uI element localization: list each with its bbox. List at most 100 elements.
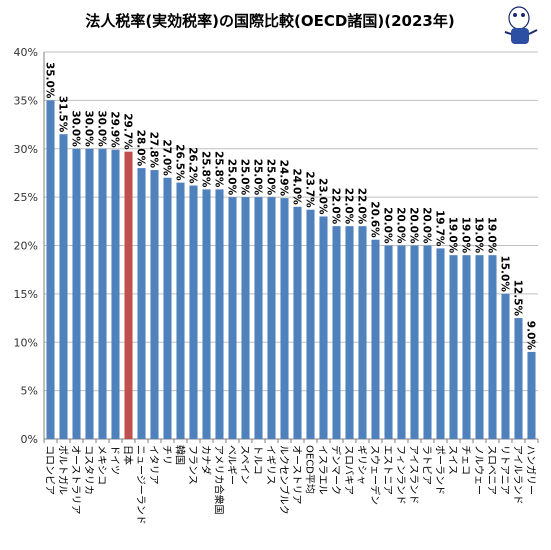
value-label: 30.0% xyxy=(96,110,108,147)
category-label: ベルギー xyxy=(226,445,238,485)
category-label: フィンランド xyxy=(395,445,407,505)
category-label: OECD平均 xyxy=(304,445,316,494)
bar xyxy=(384,245,393,439)
y-tick-label: 0% xyxy=(21,433,38,446)
value-label: 20.6% xyxy=(369,201,381,238)
bar xyxy=(345,226,354,439)
category-label: スウェーデン xyxy=(369,445,382,505)
bar xyxy=(189,185,198,439)
bar xyxy=(371,239,380,439)
value-label: 31.5% xyxy=(57,96,69,133)
value-label: 19.7% xyxy=(434,210,446,247)
bar xyxy=(46,100,55,439)
value-label: 25.0% xyxy=(239,159,251,196)
value-label: 25.8% xyxy=(213,151,225,188)
value-label: 24.9% xyxy=(278,160,290,197)
category-label: 韓国 xyxy=(174,445,186,465)
chart-title: 法人税率(実効税率)の国際比較(OECD諸国)(2023年) xyxy=(85,12,454,30)
value-label: 25.8% xyxy=(200,151,212,188)
bar xyxy=(72,148,81,439)
bar xyxy=(410,245,419,439)
value-label: 20.0% xyxy=(395,207,407,244)
category-label: イスラエル xyxy=(317,445,329,495)
bar xyxy=(241,197,250,439)
value-label: 20.0% xyxy=(421,207,433,244)
category-label: チェコ xyxy=(460,445,472,475)
y-tick-label: 20% xyxy=(14,240,38,253)
value-label: 26.5% xyxy=(174,144,186,181)
category-label: アメリカ合衆国 xyxy=(213,445,226,515)
value-label: 28.0% xyxy=(135,130,147,167)
bar xyxy=(462,255,471,439)
category-label: ルクセンブルク xyxy=(278,445,291,515)
bar xyxy=(124,151,133,439)
category-label: フランス xyxy=(187,445,199,485)
y-tick-label: 5% xyxy=(21,385,38,398)
mascot-illustration xyxy=(504,6,538,44)
value-label: 27.0% xyxy=(161,139,173,176)
bar xyxy=(85,148,94,439)
category-label: ポルトガル xyxy=(57,445,69,495)
bar xyxy=(488,255,497,439)
bars xyxy=(46,100,536,440)
value-label: 24.0% xyxy=(291,168,303,205)
value-label: 25.0% xyxy=(252,159,264,196)
category-label: イタリア xyxy=(148,445,160,485)
value-label: 22.0% xyxy=(356,188,368,225)
category-label: カナダ xyxy=(200,445,213,475)
bar xyxy=(98,148,107,439)
category-label: エストニア xyxy=(382,445,393,495)
value-label: 9.0% xyxy=(525,321,537,351)
y-tick-label: 40% xyxy=(14,46,38,59)
value-label: 19.0% xyxy=(486,217,498,254)
category-label: メキシコ xyxy=(96,445,107,485)
value-label: 35.0% xyxy=(44,62,56,99)
bar xyxy=(176,182,185,440)
value-labels: 35.0%31.5% 30.0% 30.0% 30.0% 29.9% 29.7% 28.0%… xyxy=(44,62,537,350)
value-label: 19.0% xyxy=(460,217,472,254)
category-label: チリ xyxy=(161,445,173,465)
category-label: スイス xyxy=(447,445,458,475)
bar xyxy=(280,198,289,439)
category-label: スペイン xyxy=(239,445,250,484)
bar xyxy=(527,351,536,439)
bar xyxy=(306,209,315,439)
category-label: イギリス xyxy=(265,445,277,485)
value-label: 29.7% xyxy=(122,113,134,150)
y-tick-label: 35% xyxy=(14,94,38,107)
value-label: 30.0% xyxy=(83,110,95,147)
y-tick-label: 30% xyxy=(14,143,38,156)
value-label: 26.2% xyxy=(187,147,199,184)
bar xyxy=(267,197,276,439)
y-tick-label: 10% xyxy=(14,336,38,349)
value-label: 22.0% xyxy=(330,188,342,225)
category-label: ポーランド xyxy=(434,445,446,495)
category-label: ギリシャ xyxy=(356,445,368,485)
bar xyxy=(228,197,237,439)
value-label: 15.0% xyxy=(499,255,511,292)
value-label: 22.0% xyxy=(343,188,355,225)
bar xyxy=(59,134,68,440)
bar xyxy=(475,255,484,439)
bar xyxy=(358,226,367,439)
category-label: ノルウェー xyxy=(473,445,485,495)
value-label: 23.7% xyxy=(304,171,316,208)
category-labels: コロンビア ポルトガル オーストラリア コスタリカ メキシコ ドイツ 日本 ニュージーランドイ… xyxy=(44,445,537,525)
category-label: コスタリカ xyxy=(83,445,95,495)
value-label: 27.8% xyxy=(148,132,160,169)
value-label: 23.0% xyxy=(317,178,329,215)
y-tick-label: 25% xyxy=(14,191,38,204)
value-label: 29.9% xyxy=(109,111,121,148)
category-label: デンマーク xyxy=(330,445,343,495)
bar xyxy=(137,168,146,439)
category-label: ニュージーランド xyxy=(135,445,147,525)
bar xyxy=(397,245,406,439)
category-label: オーストリア xyxy=(291,445,303,505)
bar xyxy=(202,189,211,439)
bar xyxy=(254,197,263,439)
value-label: 20.0% xyxy=(382,207,394,244)
value-label: 25.0% xyxy=(265,159,277,196)
value-label: 19.0% xyxy=(447,217,459,254)
value-label: 25.0% xyxy=(226,159,238,196)
